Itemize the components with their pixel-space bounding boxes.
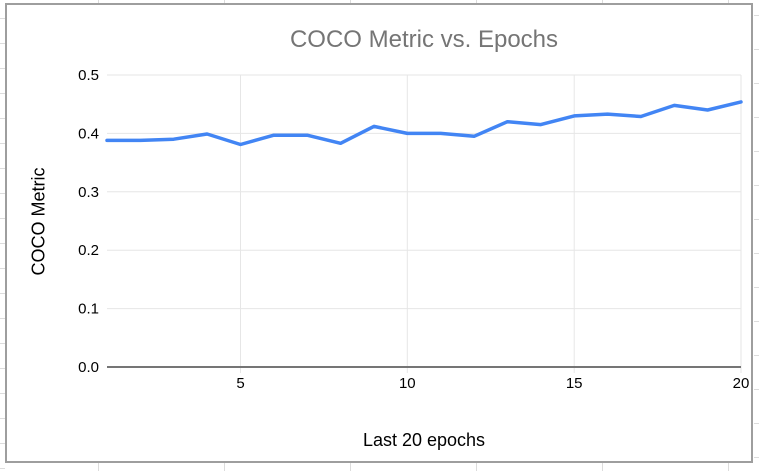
- series-line: [105, 100, 743, 147]
- sheet-gridline-strip-bottom: [0, 463, 759, 471]
- sheet-gridline-strip-right: [754, 0, 759, 471]
- y-axis-title: COCO Metric: [27, 75, 51, 367]
- y-tick-label: 0.1: [78, 301, 99, 318]
- plot-area: 0.0 0.1 0.2 0.3 0.4 0.5 5 10 15 20: [78, 67, 750, 392]
- y-tick-label: 0.5: [78, 67, 99, 84]
- y-tick-label: 0.2: [78, 242, 99, 259]
- y-tick-label: 0.3: [78, 184, 99, 201]
- y-tick-label: 0.4: [78, 125, 99, 142]
- y-axis-title-text: COCO Metric: [28, 167, 49, 275]
- chart-title: COCO Metric vs. Epochs: [289, 26, 559, 53]
- x-axis-title: Last 20 epochs: [362, 430, 486, 450]
- chart-container[interactable]: 0.0 0.1 0.2 0.3 0.4 0.5 5 10 15 20 COCO Metric vs…: [5, 3, 753, 463]
- x-tick-label: 15: [566, 375, 583, 392]
- x-tick-label: 20: [733, 375, 750, 392]
- y-tick-label: 0.0: [78, 359, 99, 376]
- x-tick-label: 5: [236, 375, 244, 392]
- x-tick-label: 10: [399, 375, 416, 392]
